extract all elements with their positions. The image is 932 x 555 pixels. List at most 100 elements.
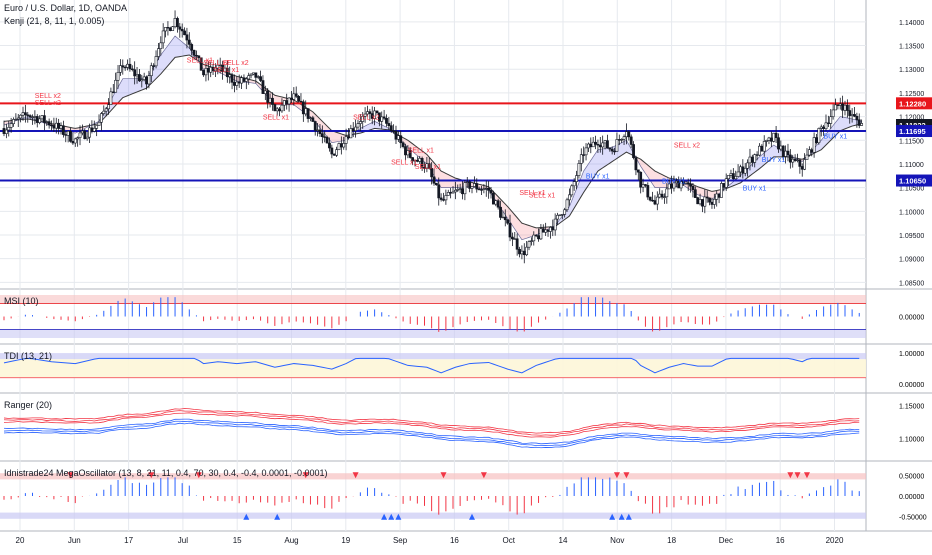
candle-body	[613, 150, 616, 153]
candle-body	[556, 214, 559, 220]
candle-body	[579, 154, 583, 164]
candle-body	[629, 136, 633, 145]
candle-body	[853, 114, 856, 117]
candle-body	[249, 73, 253, 76]
candle-body	[831, 109, 835, 118]
candle-body	[696, 197, 700, 205]
candle-body	[12, 119, 15, 125]
candle-body	[758, 145, 761, 156]
x-tick-label: 17	[124, 536, 133, 545]
candle-body	[204, 68, 208, 76]
candle-body	[408, 150, 412, 158]
candle-body	[358, 121, 362, 124]
candle-body	[80, 130, 84, 134]
candle-body	[819, 126, 823, 129]
candle-body	[522, 250, 526, 256]
price-label-box	[896, 125, 932, 138]
candle-body	[625, 131, 628, 138]
candle-body	[565, 199, 569, 211]
candle-body	[83, 130, 87, 140]
candle-body	[817, 128, 821, 144]
candle-body	[195, 54, 198, 57]
candle-body	[449, 192, 453, 194]
signal-label: BUY x1	[743, 185, 767, 192]
msi-band	[0, 295, 866, 304]
candle-body	[793, 158, 797, 161]
candle-body	[617, 139, 621, 141]
candle-body	[14, 118, 18, 121]
candle-body	[149, 65, 153, 76]
candle-body	[491, 192, 495, 205]
candle-body	[815, 137, 818, 144]
candle-body	[693, 189, 697, 198]
candle-body	[64, 134, 68, 136]
candle-body	[38, 118, 42, 123]
candle-body	[746, 162, 749, 169]
candle-body	[786, 150, 790, 156]
candle-body	[123, 66, 127, 69]
candle-body	[275, 108, 279, 112]
candle-body	[641, 184, 645, 188]
candle-body	[9, 123, 13, 128]
osc-band-lower	[0, 512, 866, 519]
candle-body	[508, 222, 512, 238]
candle-body	[78, 132, 82, 138]
candle-body	[834, 104, 837, 111]
candle-body	[584, 147, 588, 156]
osc-sell-marker	[352, 472, 359, 479]
candle-body	[653, 200, 657, 205]
candle-body	[781, 145, 785, 157]
candle-body	[841, 103, 845, 111]
candle-body	[332, 153, 336, 156]
candle-body	[126, 63, 129, 68]
candle-body	[525, 246, 529, 256]
candle-body	[225, 67, 229, 78]
candle-body	[306, 108, 310, 119]
candle-body	[373, 110, 377, 119]
candle-body	[558, 214, 562, 216]
candle-body	[465, 181, 469, 183]
candle-body	[848, 110, 852, 116]
candle-body	[537, 235, 540, 240]
candle-body	[69, 131, 72, 142]
candle-body	[252, 72, 255, 75]
osc-sell-marker	[440, 472, 447, 479]
candle-body	[451, 191, 455, 194]
candle-body	[418, 158, 422, 162]
candle-body	[95, 125, 99, 129]
candle-body	[651, 199, 654, 202]
y-tick-label: 1.09000	[899, 257, 924, 264]
candle-body	[242, 77, 246, 82]
candle-body	[328, 142, 331, 149]
candle-body	[268, 97, 272, 103]
candle-body	[335, 149, 338, 156]
candle-body	[563, 209, 567, 215]
candle-body	[541, 228, 545, 233]
osc-buy-marker	[469, 513, 476, 520]
candle-body	[382, 116, 386, 119]
candle-body	[710, 201, 714, 205]
osc-sell-marker	[302, 472, 309, 479]
candle-body	[50, 124, 53, 127]
candle-body	[247, 75, 251, 80]
candle-body	[159, 42, 163, 49]
ranger-line	[3, 408, 860, 434]
candle-body	[489, 190, 493, 194]
candle-body	[748, 156, 752, 164]
candle-body	[176, 18, 179, 28]
signal-label: BUY x1	[662, 178, 686, 185]
candle-body	[572, 181, 576, 187]
candle-body	[90, 127, 94, 132]
candle-body	[503, 216, 507, 221]
osc-buy-marker	[274, 513, 281, 520]
candle-body	[722, 183, 726, 188]
osc-buy-marker	[625, 513, 632, 520]
msi-band	[0, 329, 866, 338]
candle-body	[822, 126, 826, 130]
candle-body	[394, 130, 398, 140]
candle-body	[463, 182, 467, 195]
candle-body	[434, 182, 438, 186]
candle-body	[660, 193, 664, 198]
candle-body	[183, 30, 186, 36]
candle-body	[484, 187, 488, 190]
